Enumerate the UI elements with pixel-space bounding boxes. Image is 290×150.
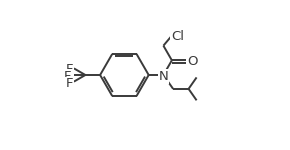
Text: N: N — [159, 70, 168, 83]
Text: F: F — [64, 70, 71, 83]
Text: Cl: Cl — [171, 30, 184, 43]
Text: F: F — [66, 77, 73, 90]
Text: O: O — [188, 55, 198, 68]
Text: F: F — [66, 63, 73, 76]
